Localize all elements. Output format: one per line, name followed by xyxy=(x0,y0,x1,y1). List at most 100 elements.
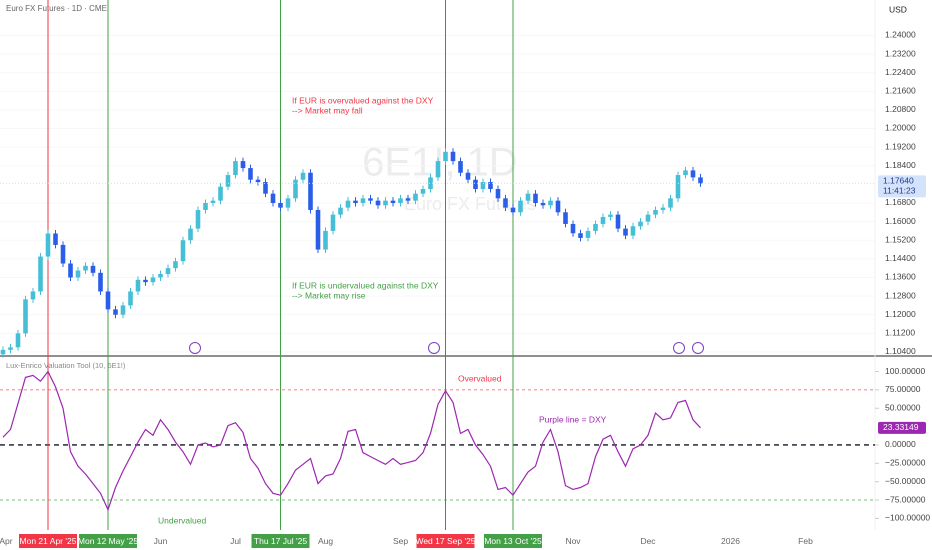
y-tick-label: −100.00000 xyxy=(885,513,930,523)
candle-body xyxy=(270,193,276,203)
x-tick-label: Mon 21 Apr '25 xyxy=(20,536,77,546)
candle-body xyxy=(68,263,73,278)
candle-body xyxy=(563,212,568,224)
candle-body xyxy=(458,161,463,173)
candle-body xyxy=(413,193,418,201)
candle-body xyxy=(323,230,328,250)
candle-body xyxy=(653,209,658,215)
candle-body xyxy=(353,200,358,203)
candle-body xyxy=(488,182,493,190)
candle-body xyxy=(435,161,441,178)
y-tick-label: −75.00000 xyxy=(885,494,926,504)
y-tick-label: 1.23200 xyxy=(885,48,916,58)
candle-body xyxy=(533,193,538,203)
candle-body xyxy=(420,189,426,194)
candle-body xyxy=(698,177,703,184)
x-tick-label: Jul xyxy=(230,536,241,546)
candle-body xyxy=(8,347,13,350)
candle-body xyxy=(135,279,141,292)
indicator-line xyxy=(2,370,701,512)
candle-body xyxy=(443,151,448,162)
x-tick-label: Sep xyxy=(393,536,408,546)
event-icon[interactable] xyxy=(428,342,440,354)
annotation: --> Market may rise xyxy=(292,290,366,300)
candle-body xyxy=(300,172,306,180)
watermark-sub: Euro FX Futures xyxy=(404,194,536,214)
candle-body xyxy=(540,202,546,206)
candle-body xyxy=(668,198,673,208)
candle-body xyxy=(203,202,208,210)
candle-body xyxy=(428,177,433,190)
x-tick-label: Wed 17 Sep '25 xyxy=(415,536,475,546)
x-tick-label: Aug xyxy=(318,536,333,546)
candle-body xyxy=(30,291,36,300)
candle-body xyxy=(623,228,628,236)
x-tick-label: Mon 12 May '25 xyxy=(78,536,138,546)
candle-body xyxy=(383,200,388,206)
candle-body xyxy=(578,233,583,238)
x-tick-label: Apr xyxy=(0,536,13,546)
candle-body xyxy=(60,244,66,264)
y-tick-label: 1.21600 xyxy=(885,86,916,96)
candle-body xyxy=(98,272,103,292)
y-tick-label: 1.19200 xyxy=(885,141,916,151)
y-tick-label: 1.16800 xyxy=(885,197,916,207)
candle-body xyxy=(525,193,531,201)
candle-body xyxy=(143,279,148,283)
event-icon[interactable] xyxy=(673,342,685,354)
y-tick-label: 1.14400 xyxy=(885,253,916,263)
candle-body xyxy=(210,200,216,203)
annotation: If EUR is overvalued against the DXY xyxy=(292,95,434,105)
candle-body xyxy=(0,349,6,355)
candle-body xyxy=(368,198,373,201)
annotation: If EUR is undervalued against the DXY xyxy=(292,280,439,290)
candle-body xyxy=(263,182,268,194)
x-tick-label: 2026 xyxy=(721,536,740,546)
candle-body xyxy=(570,223,576,234)
candle-body xyxy=(548,200,553,206)
x-label-badge xyxy=(251,534,310,548)
candle-body xyxy=(338,207,343,215)
currency: USD xyxy=(889,4,907,14)
candle-body xyxy=(593,223,598,231)
y-tick-label: −50.00000 xyxy=(885,476,926,486)
candle-body xyxy=(165,268,171,274)
candle-body xyxy=(248,168,253,180)
event-icon[interactable] xyxy=(189,342,201,354)
x-label-badge xyxy=(416,534,475,548)
price-badge xyxy=(878,175,926,198)
candle-body xyxy=(53,233,58,245)
candle-body xyxy=(473,179,478,190)
annotation: Overvalued xyxy=(458,373,502,383)
candle-body xyxy=(480,182,486,190)
candle-body xyxy=(113,309,118,315)
candle-body xyxy=(218,186,223,201)
candle-body xyxy=(660,207,666,210)
candle-body xyxy=(128,291,133,306)
event-icon[interactable] xyxy=(692,342,704,354)
y-tick-label: 1.18400 xyxy=(885,160,916,170)
candle-body xyxy=(645,214,651,222)
candle-body xyxy=(45,233,51,257)
candle-body xyxy=(608,214,613,217)
candle-body xyxy=(255,179,261,183)
x-tick-label: Dec xyxy=(640,536,656,546)
candle-body xyxy=(240,161,246,169)
candle-body xyxy=(615,214,621,229)
candle-body xyxy=(585,230,591,238)
y-tick-label: 1.11200 xyxy=(885,328,915,338)
y-tick-label: 1.12000 xyxy=(885,309,916,319)
candle-body xyxy=(188,228,193,241)
x-tick-label: Jun xyxy=(154,536,168,546)
candle-body xyxy=(278,202,283,208)
candle-body xyxy=(75,270,81,278)
candle-body xyxy=(630,226,636,236)
annotation: Undervalued xyxy=(158,515,206,525)
candle-body xyxy=(330,214,336,231)
candle-body xyxy=(105,291,111,310)
candle-body xyxy=(683,170,688,176)
y-tick-label: 1.13600 xyxy=(885,272,916,282)
candle-body xyxy=(233,161,238,176)
y-tick-label: 1.16000 xyxy=(885,216,916,226)
